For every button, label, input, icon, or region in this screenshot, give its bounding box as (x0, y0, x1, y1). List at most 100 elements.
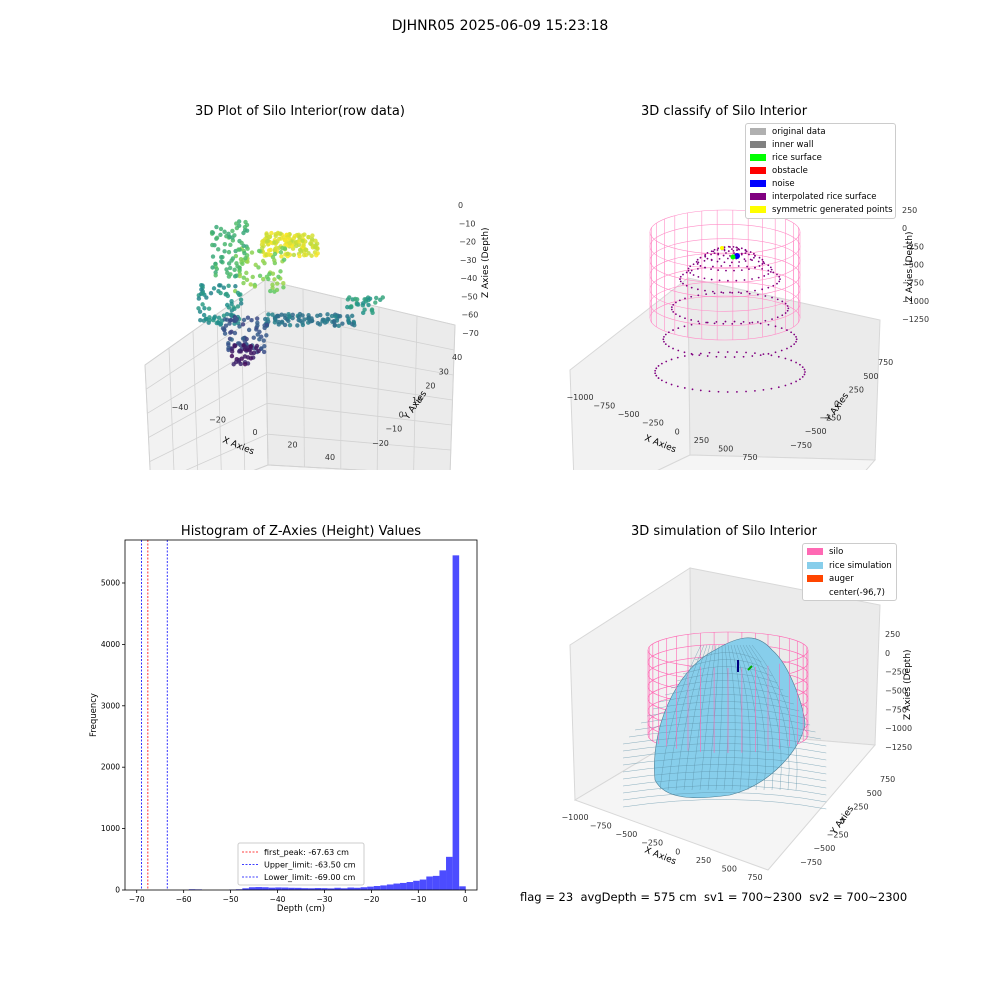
raw-data-point (312, 245, 318, 250)
raw-data-point (226, 342, 231, 348)
interpolated-point (674, 301, 677, 304)
interpolated-point (730, 248, 733, 251)
raw-data-point (239, 356, 244, 361)
interpolated-point (754, 255, 756, 257)
raw-data-point (366, 302, 371, 308)
interpolated-point (803, 373, 806, 376)
raw-data-point (237, 324, 242, 329)
histogram-bar (288, 887, 295, 890)
histogram-xtick: −50 (223, 895, 239, 904)
raw-data-point (300, 322, 306, 328)
histogram-bar (367, 886, 374, 890)
raw-data-point (255, 316, 260, 321)
interpolated-point (740, 292, 743, 294)
interpolated-point (740, 322, 743, 325)
simulation-xtick: 250 (696, 856, 711, 865)
rice-mesh-line (622, 792, 827, 803)
interpolated-point (790, 331, 793, 334)
raw-xtick: 20 (287, 441, 297, 450)
classify-xtick: −750 (593, 402, 615, 411)
interpolated-point (724, 320, 727, 323)
raw-data-point (196, 296, 202, 301)
raw-data-point (264, 333, 269, 338)
raw-data-point (325, 312, 330, 317)
rice-mesh-line (707, 644, 720, 791)
simulation-plot-title: 3D simulation of Silo Interior (631, 524, 817, 539)
histogram-xlabel: Depth (cm) (277, 904, 325, 914)
raw-data-point (236, 247, 241, 252)
raw-data-point (221, 313, 227, 318)
simulation-ytick: 750 (880, 775, 895, 784)
raw-data-point (374, 295, 379, 301)
legend-label: silo (829, 547, 844, 557)
rice-surface-marker (730, 254, 736, 260)
interpolated-point (763, 262, 766, 265)
raw-data-point (285, 251, 290, 256)
rice-mesh-line (699, 644, 717, 791)
raw-data-point (274, 245, 279, 250)
histogram-ylabel: Frequency (89, 693, 99, 737)
interpolated-point (710, 253, 712, 256)
interpolated-point (718, 279, 721, 282)
raw-ztick: 0 (458, 201, 463, 210)
interpolated-point (790, 359, 793, 362)
interpolated-point (713, 322, 716, 325)
raw-data-point (234, 261, 239, 266)
raw-data-point (270, 312, 275, 317)
raw-data-point (210, 254, 216, 259)
raw-data-point (232, 233, 237, 238)
simulation-ztick: 0 (885, 649, 890, 658)
interpolated-point (764, 319, 767, 322)
raw-data-point (362, 307, 367, 312)
simulation-xtick: −500 (615, 830, 637, 839)
raw-data-point (202, 306, 207, 311)
raw-data-point (333, 314, 338, 319)
classify-ztick: 0 (902, 224, 907, 233)
raw-data-point (224, 302, 230, 308)
interpolated-point (804, 371, 806, 373)
interpolated-point (761, 267, 764, 270)
legend-label: obstacle (772, 166, 808, 176)
simulation-ytick: 250 (853, 803, 868, 812)
histogram-ytick: 1000 (101, 824, 120, 833)
interpolated-point (727, 250, 730, 252)
interpolated-point (689, 265, 692, 268)
raw-data-point (325, 316, 330, 322)
raw-data-point (211, 316, 217, 321)
legend-entry: rice surface (750, 153, 822, 163)
histogram-ytick: 2000 (101, 763, 120, 772)
raw-data-point (234, 316, 240, 322)
raw-data-point (248, 344, 254, 349)
rice-mesh-line (694, 652, 762, 663)
interpolated-point (736, 391, 738, 393)
status-footer: flag = 23 avgDepth = 575 cm sv1 = 700~23… (520, 890, 908, 904)
raw-data-point (245, 246, 250, 251)
raw-data-point (266, 238, 271, 244)
interpolated-point (712, 250, 715, 253)
interpolated-point (710, 258, 713, 261)
interpolated-point (717, 269, 720, 272)
interpolated-point (655, 367, 658, 370)
interpolated-point (769, 270, 772, 273)
classify-ytick: 750 (878, 358, 893, 367)
classify-ytick: 250 (849, 386, 864, 395)
interpolated-point (779, 278, 781, 281)
interpolated-point (735, 246, 738, 249)
histogram-frame (124, 539, 478, 891)
interpolated-point (780, 327, 783, 329)
interpolated-point (692, 274, 695, 276)
interpolated-point (710, 250, 713, 253)
raw-data-point (210, 242, 215, 248)
raw-data-point (279, 319, 285, 324)
raw-data-point (302, 232, 307, 237)
rice-mesh-line (622, 736, 827, 747)
interpolated-point (738, 261, 741, 263)
legend-swatch (750, 193, 766, 200)
raw-data-point (249, 318, 254, 323)
interpolated-point (729, 255, 731, 257)
raw-data-point (257, 329, 262, 335)
raw-data-point (355, 302, 361, 307)
interpolated-point (726, 279, 729, 282)
interpolated-point (772, 284, 775, 287)
raw-data-point (218, 226, 224, 232)
